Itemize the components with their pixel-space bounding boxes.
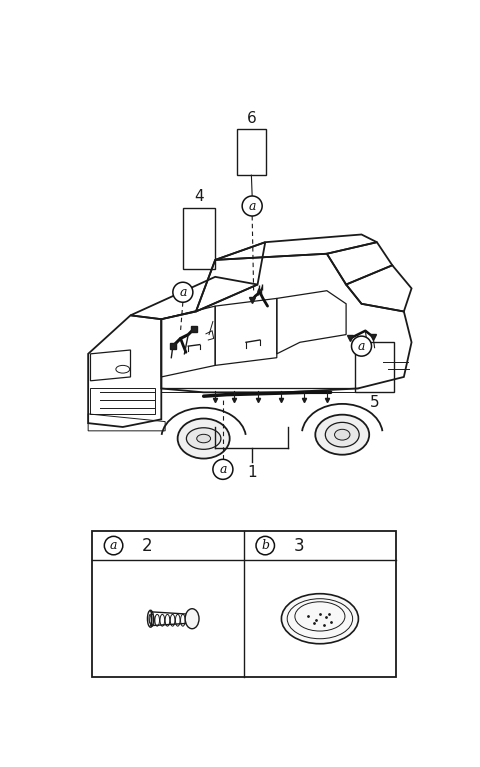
Text: a: a <box>219 463 227 476</box>
Ellipse shape <box>197 434 211 443</box>
Text: 4: 4 <box>194 189 204 205</box>
Ellipse shape <box>185 609 199 629</box>
Circle shape <box>173 282 193 302</box>
Circle shape <box>242 196 262 216</box>
Bar <box>92 531 396 677</box>
Ellipse shape <box>335 430 350 440</box>
Bar <box>183 208 215 269</box>
Circle shape <box>104 536 123 555</box>
Text: 5: 5 <box>370 396 379 410</box>
Ellipse shape <box>281 594 359 644</box>
Circle shape <box>213 459 233 479</box>
Circle shape <box>351 336 372 356</box>
Text: 6: 6 <box>247 111 256 126</box>
Circle shape <box>256 536 275 555</box>
Text: 3: 3 <box>294 537 304 555</box>
Text: a: a <box>110 539 117 552</box>
Ellipse shape <box>186 428 221 449</box>
Ellipse shape <box>315 415 369 455</box>
Ellipse shape <box>178 419 229 459</box>
Text: b: b <box>261 539 269 552</box>
Bar <box>355 342 394 393</box>
Ellipse shape <box>325 423 359 447</box>
Bar <box>237 129 266 175</box>
Text: a: a <box>179 286 187 298</box>
Text: 1: 1 <box>247 465 257 479</box>
Text: a: a <box>358 340 365 353</box>
Text: a: a <box>249 199 256 212</box>
Text: 2: 2 <box>142 537 153 555</box>
